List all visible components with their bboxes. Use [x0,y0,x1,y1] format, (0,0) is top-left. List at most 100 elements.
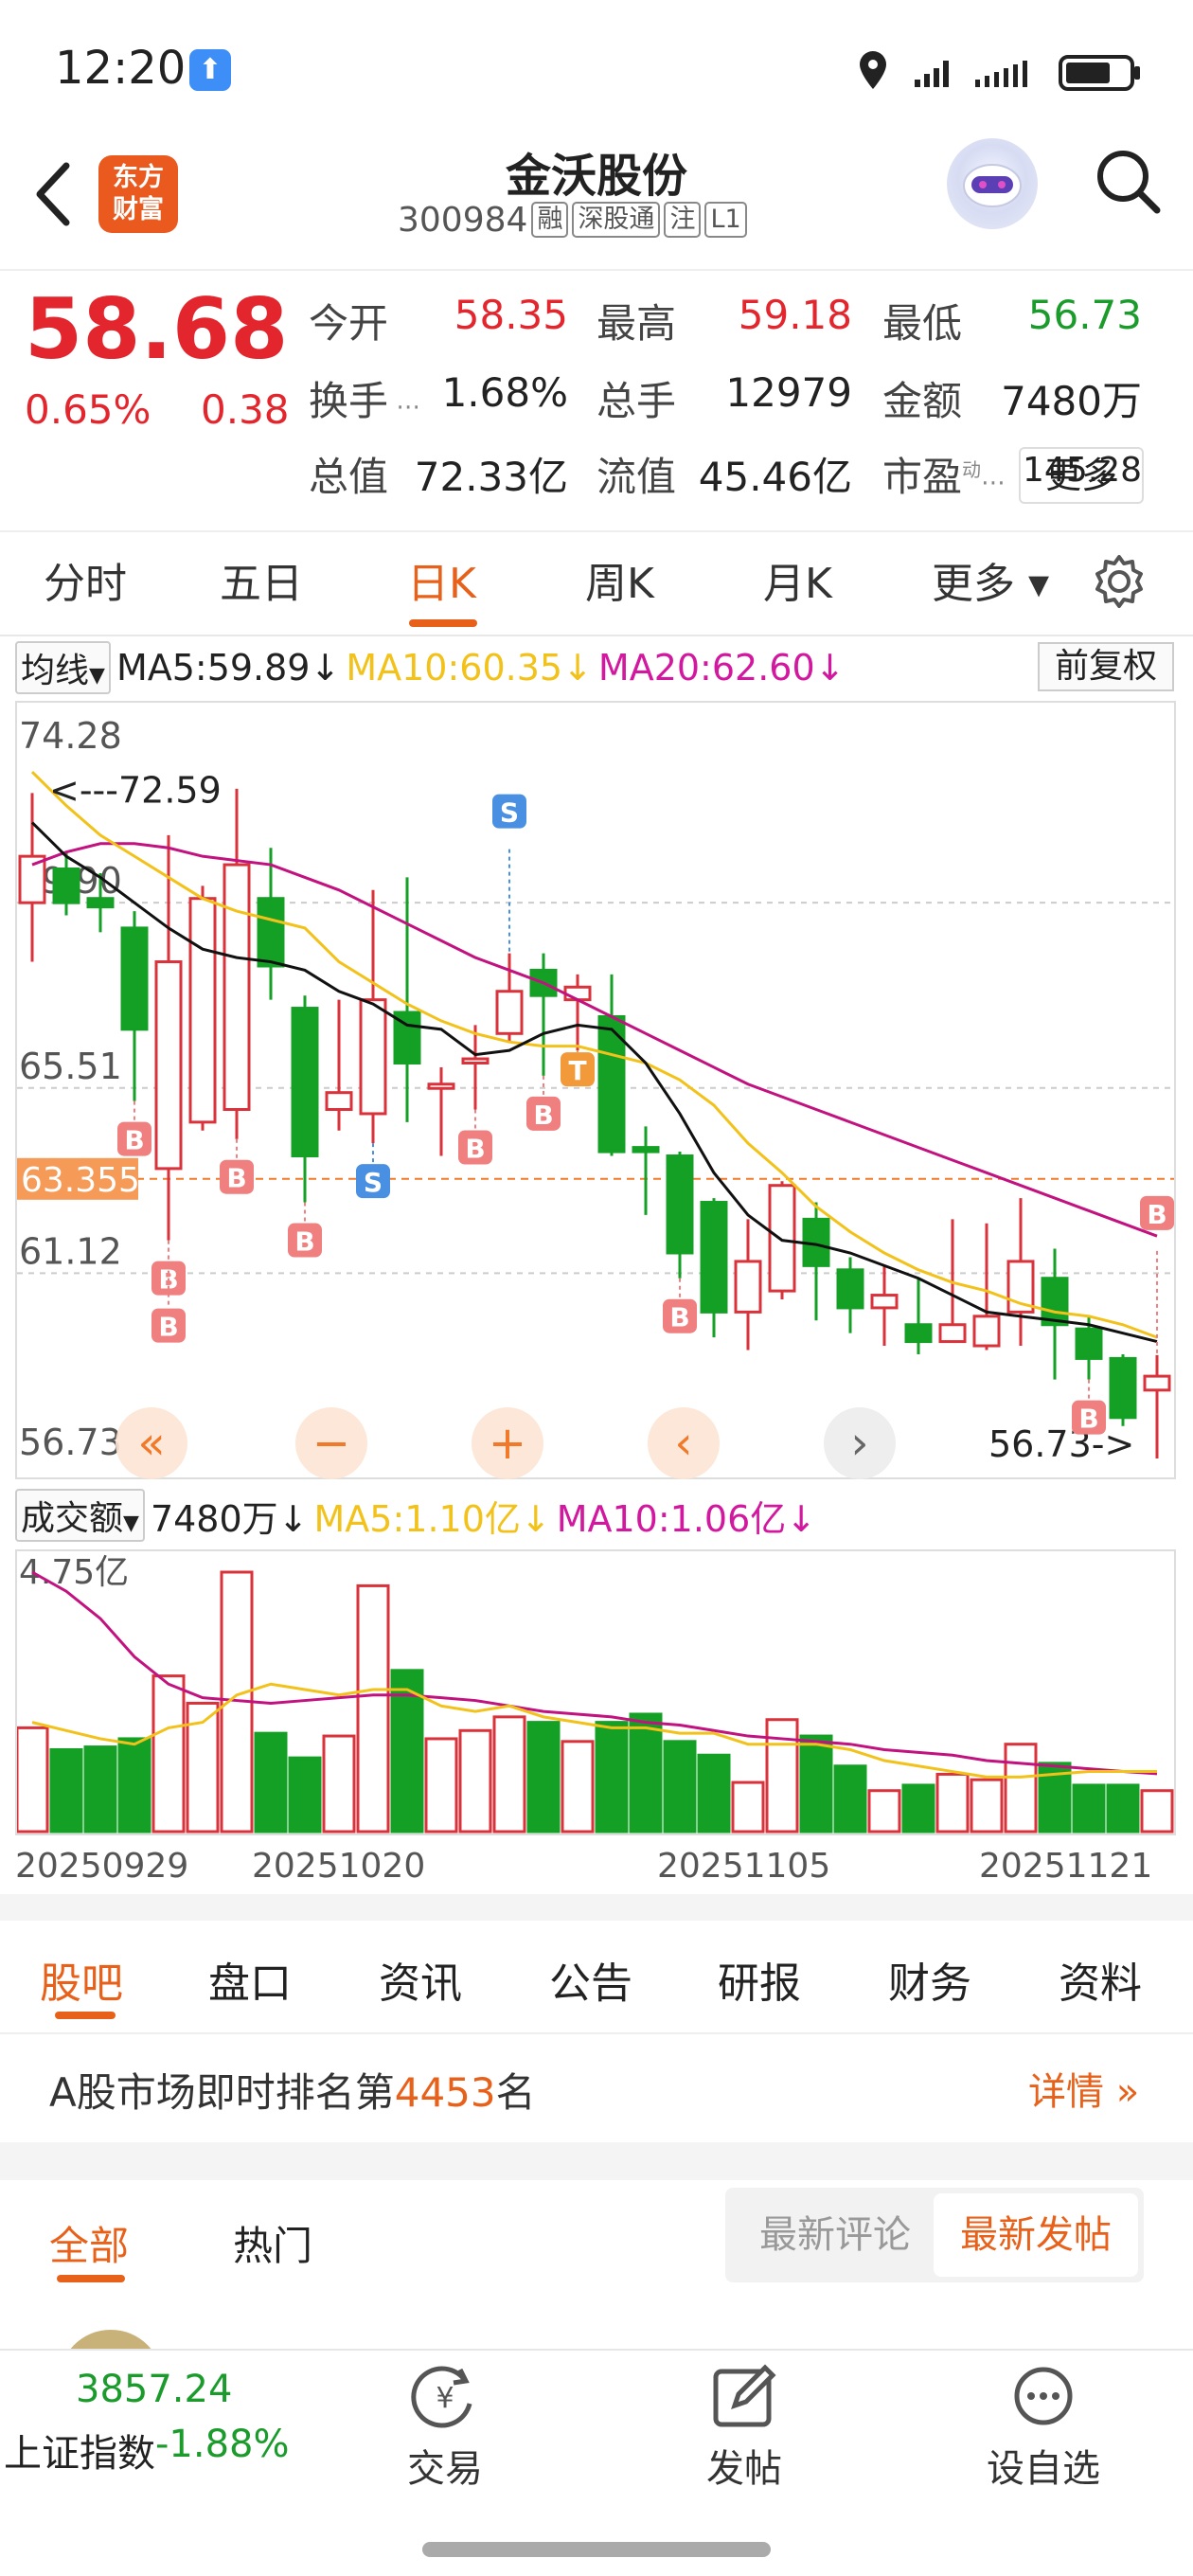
back-icon[interactable] [28,156,85,232]
candle-body [427,1082,455,1090]
ma-legend: 均线▼ MA5:59.89↓ MA10:60.35↓ MA20:62.60↓ [15,640,845,695]
quote-label: 金额 [882,378,963,424]
info-tab[interactable]: 股吧 [40,1959,123,2008]
signal-label: S [500,797,519,829]
trade-icon[interactable]: ¥ [407,2358,483,2434]
upload-arrow-icon: ⬆ [189,49,231,91]
period-tab[interactable]: 分时 [44,560,127,608]
vol-ma10-line [31,1570,1158,1776]
info-tab[interactable]: 资料 [1059,1959,1142,2008]
signal-badge [561,1052,595,1087]
quote-label: 换手 ⋯ [309,378,421,424]
filter-all[interactable]: 全部 [49,2223,130,2269]
quote-label: 流值 [596,454,677,500]
quote-value: 45.46亿 [698,454,852,500]
candle-body [870,1294,899,1310]
index-change: -1.88% [155,2423,290,2466]
app-logo[interactable]: 东方 财富 [98,155,178,233]
filter-indicator [57,2275,125,2282]
add-watchlist-label[interactable]: 设自选 [987,2447,1100,2491]
current-price-tag [17,1157,138,1200]
candle-body [563,985,592,1002]
candle-body [120,926,149,1031]
candle-body [904,1323,933,1344]
info-tab[interactable]: 研报 [718,1959,801,2008]
high-marker: <---72.59 [49,769,222,811]
quote-label: 市盈动⋯ [882,454,1006,500]
ma10-line [30,770,1158,1339]
volume-bar [901,1783,935,1834]
battery-icon [1059,55,1134,91]
candle-body [938,1323,967,1344]
y-tick-label: 61.12 [19,1230,122,1272]
candle-body [461,1057,490,1064]
period-tab[interactable]: 日K [407,560,476,608]
filter-hot[interactable]: 热门 [233,2223,313,2269]
volume-bar [663,1740,697,1834]
period-tab[interactable]: 月K [763,560,832,608]
stock-title: 金沃股份 [505,150,687,203]
stock-code-line: 300984 融 深股通 注 L1 [398,199,747,241]
volume-bar [424,1737,458,1834]
y-tick-label: 56.73 [19,1422,122,1463]
tag-connect: 深股通 [572,202,661,238]
info-tab[interactable]: 财务 [888,1959,971,2008]
quote-value: 72.33亿 [414,454,568,500]
ma-select[interactable]: 均线▼ [15,641,111,694]
trade-label[interactable]: 交易 [407,2447,483,2491]
info-tab[interactable]: 盘口 [208,1959,292,2008]
candle-body [734,1260,762,1314]
more-quote-button[interactable]: 更多 [1019,447,1144,504]
sort-latest-comment[interactable]: 最新评论 [759,2213,911,2257]
info-tab[interactable]: 资讯 [379,1959,462,2008]
volume-max-label: 4.75亿 [19,1553,129,1592]
status-icons [860,51,1140,91]
home-indicator[interactable] [422,2542,771,2557]
candle-body [632,1146,660,1154]
vol-ma10-label: MA10:1.06亿↓ [556,1497,817,1540]
volume-bar [526,1721,561,1834]
volume-chart-frame [15,1549,1176,1835]
search-icon[interactable] [1089,142,1165,218]
ma10-label: MA10:60.35↓ [346,647,593,689]
period-tab[interactable]: 更多 ▾ [932,560,1050,608]
adjust-button[interactable]: 前复权 [1038,642,1174,691]
quote-label: 总值 [309,454,389,500]
candle-body [1075,1327,1103,1360]
sort-latest-post[interactable]: 最新发帖 [934,2193,1138,2277]
period-tab[interactable]: 五日 [220,560,303,608]
date-label: 20251121 [979,1847,1153,1886]
kline-chart[interactable]: 74.2869.9065.5161.1256.7363.355<---72.59… [0,0,1193,1894]
volume-bar [288,1756,322,1834]
period-tab[interactable]: 周K [585,560,654,608]
chart-period-tabs [0,530,1193,636]
scroll-right-icon-glyph: › [850,1417,868,1470]
volume-bar [595,1721,629,1834]
zoom-out-icon [295,1407,367,1479]
candle-body [1041,1277,1069,1327]
post-label[interactable]: 发帖 [706,2447,782,2491]
rank-row[interactable] [0,2032,1193,2140]
rank-detail-link[interactable]: 详情 » [1028,2070,1140,2114]
index-value[interactable]: 3857.24 [76,2368,233,2411]
candle-body [154,960,183,1171]
robot-assistant-icon[interactable] [947,138,1038,229]
date-label: 20251020 [252,1847,426,1886]
index-name[interactable]: 上证指数 [4,2432,155,2476]
info-tab[interactable]: 公告 [549,1959,632,2008]
scroll-left-fast-icon [116,1407,187,1479]
post-edit-icon[interactable] [706,2358,782,2434]
market-rank: A股市场即时排名第4453名 [49,2069,536,2116]
settings-gear-icon[interactable] [1091,553,1148,610]
volume-select[interactable]: 成交额▼ [15,1489,145,1542]
tag-registered: 注 [664,202,702,238]
signal-badge [526,1096,561,1131]
volume-bar [254,1731,288,1834]
date-label: 20251105 [657,1847,831,1886]
signal-label: B [533,1100,553,1131]
date-label: 20250929 [15,1847,189,1886]
kline-chart-frame[interactable] [15,701,1176,1479]
more-dots-icon[interactable] [1006,2358,1081,2434]
svg-text:¥: ¥ [436,2382,454,2415]
divider [0,1894,1193,1921]
